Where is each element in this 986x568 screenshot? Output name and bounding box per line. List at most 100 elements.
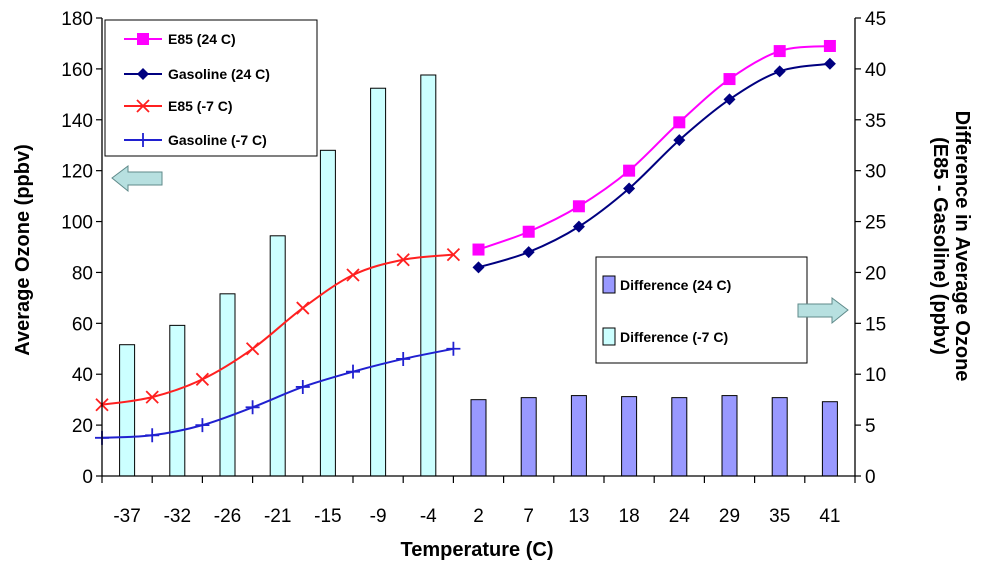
series-line-1	[478, 62, 831, 269]
x-tick-label-4: -15	[314, 506, 341, 527]
series-1-point-7	[823, 57, 836, 70]
legend-marker-3	[136, 133, 150, 147]
series-1-point-2	[572, 220, 585, 233]
y-axis-left-title: Average Ozone (ppbv)	[12, 144, 34, 356]
bar-0-7	[470, 399, 487, 477]
y-left-tick-label-0: 0	[82, 467, 93, 488]
legend-marker-0	[137, 33, 149, 45]
bar-0-11	[671, 397, 688, 477]
series-2-point-6	[396, 253, 410, 267]
series-3-point-7	[446, 341, 461, 356]
series-0-point-5	[723, 73, 736, 86]
series-2-point-3	[245, 342, 260, 356]
series-3-point-4	[295, 379, 310, 394]
series-0-point-0	[472, 243, 485, 256]
y-right-tick-label-1: 5	[865, 416, 876, 437]
x-tick-label-3: -21	[264, 506, 291, 527]
series-2-point-7	[446, 247, 461, 262]
x-tick-label-10: 18	[619, 506, 640, 527]
x-axis-title: Temperature (C)	[401, 539, 554, 561]
series-0-point-2	[572, 200, 585, 213]
series-3-point-2	[195, 418, 210, 433]
legend-label-diff-24: Difference (24 C)	[620, 277, 731, 293]
y-right-tick-label-3: 15	[865, 314, 886, 335]
series-line-2	[101, 253, 454, 406]
legend-marker-1	[137, 68, 149, 80]
series-3-point-6	[396, 351, 411, 366]
legend-marker-2	[136, 99, 150, 113]
bar-1-2	[219, 293, 236, 477]
bar-0-10	[621, 396, 638, 477]
y-left-tick-label-2: 40	[72, 365, 93, 386]
x-tick-label-11: 24	[669, 506, 691, 527]
y-left-tick-label-3: 60	[72, 314, 93, 335]
bar-0-13	[771, 397, 788, 477]
line-legend: E85 (24 C) Gasoline (24 C) E85 (-7 C) Ga…	[104, 19, 318, 157]
series-2-point-4	[296, 301, 310, 315]
series-3-point-3	[245, 400, 260, 415]
legend-swatch-diff-24	[602, 275, 616, 294]
series-0-point-1	[522, 225, 535, 238]
bar-legend: Difference (24 C) Difference (-7 C)	[595, 256, 808, 364]
y-left-tick-label-6: 120	[61, 162, 93, 183]
bar-1-3	[269, 235, 286, 477]
y-left-tick-label-9: 180	[61, 9, 93, 30]
y-right-tick-label-5: 25	[865, 213, 886, 234]
y-right-tick-label-2: 10	[865, 365, 886, 386]
y-left-tick-label-7: 140	[61, 111, 93, 132]
series-2-point-5	[346, 268, 360, 282]
bar-1-6	[420, 74, 437, 477]
legend-swatch-diff-minus7	[602, 327, 616, 346]
series-line-0	[478, 44, 831, 251]
bar-1-1	[169, 324, 186, 477]
legend-label-diff-minus7: Difference (-7 C)	[620, 329, 728, 345]
y-left-tick-label-5: 100	[61, 213, 93, 234]
series-1-point-4	[673, 134, 686, 147]
series-3-point-5	[346, 364, 360, 379]
legend-label-e85-24: E85 (24 C)	[168, 31, 236, 47]
x-tick-label-9: 13	[568, 506, 589, 527]
bar-1-4	[319, 149, 336, 477]
left-arrow-icon	[111, 165, 163, 193]
x-tick-label-1: -32	[164, 506, 191, 527]
x-tick-label-2: -26	[214, 506, 241, 527]
bar-0-8	[520, 397, 537, 477]
bar-0-12	[721, 395, 738, 477]
series-0-point-4	[673, 116, 686, 129]
lines-layer	[95, 39, 836, 445]
x-tick-label-6: -4	[420, 506, 437, 527]
y-right-tick-label-8: 40	[865, 60, 886, 81]
y-left-tick-label-8: 160	[61, 60, 93, 81]
series-1-point-0	[472, 261, 485, 274]
bar-1-0	[119, 344, 136, 477]
y-right-tick-label-7: 35	[865, 111, 886, 132]
x-tick-label-14: 41	[819, 506, 840, 527]
legend-label-e85-minus7: E85 (-7 C)	[168, 98, 233, 114]
x-tick-label-12: 29	[719, 506, 740, 527]
right-arrow-icon	[797, 297, 849, 325]
y-right-tick-label-9: 45	[865, 9, 886, 30]
y-axis-right-title-line1: Difference in Average Ozone	[951, 111, 973, 382]
series-0-point-7	[823, 39, 836, 52]
series-2-point-2	[195, 372, 210, 386]
x-tick-label-7: 2	[473, 506, 484, 527]
series-3-point-1	[145, 428, 160, 443]
series-0-point-3	[623, 164, 636, 177]
bar-0-9	[570, 395, 587, 477]
series-0-point-6	[773, 45, 786, 58]
y-right-tick-label-6: 30	[865, 162, 886, 183]
y-left-tick-label-1: 20	[72, 416, 93, 437]
series-1-point-1	[522, 246, 535, 259]
x-tick-label-8: 7	[523, 506, 534, 527]
bar-legend-box	[595, 256, 808, 364]
y-right-tick-label-0: 0	[865, 467, 876, 488]
y-right-tick-label-4: 20	[865, 263, 886, 284]
series-2-point-1	[145, 390, 159, 404]
series-1-point-3	[623, 182, 636, 195]
legend-label-gasoline-24: Gasoline (24 C)	[168, 66, 270, 82]
axes-layer: 0 20 40 60 80 100 120 140 160 180 0 5 10 15 20 25 30 35 40…	[61, 9, 886, 527]
series-1-point-6	[773, 65, 786, 78]
bar-1-5	[370, 87, 387, 477]
series-1-point-5	[723, 93, 736, 106]
